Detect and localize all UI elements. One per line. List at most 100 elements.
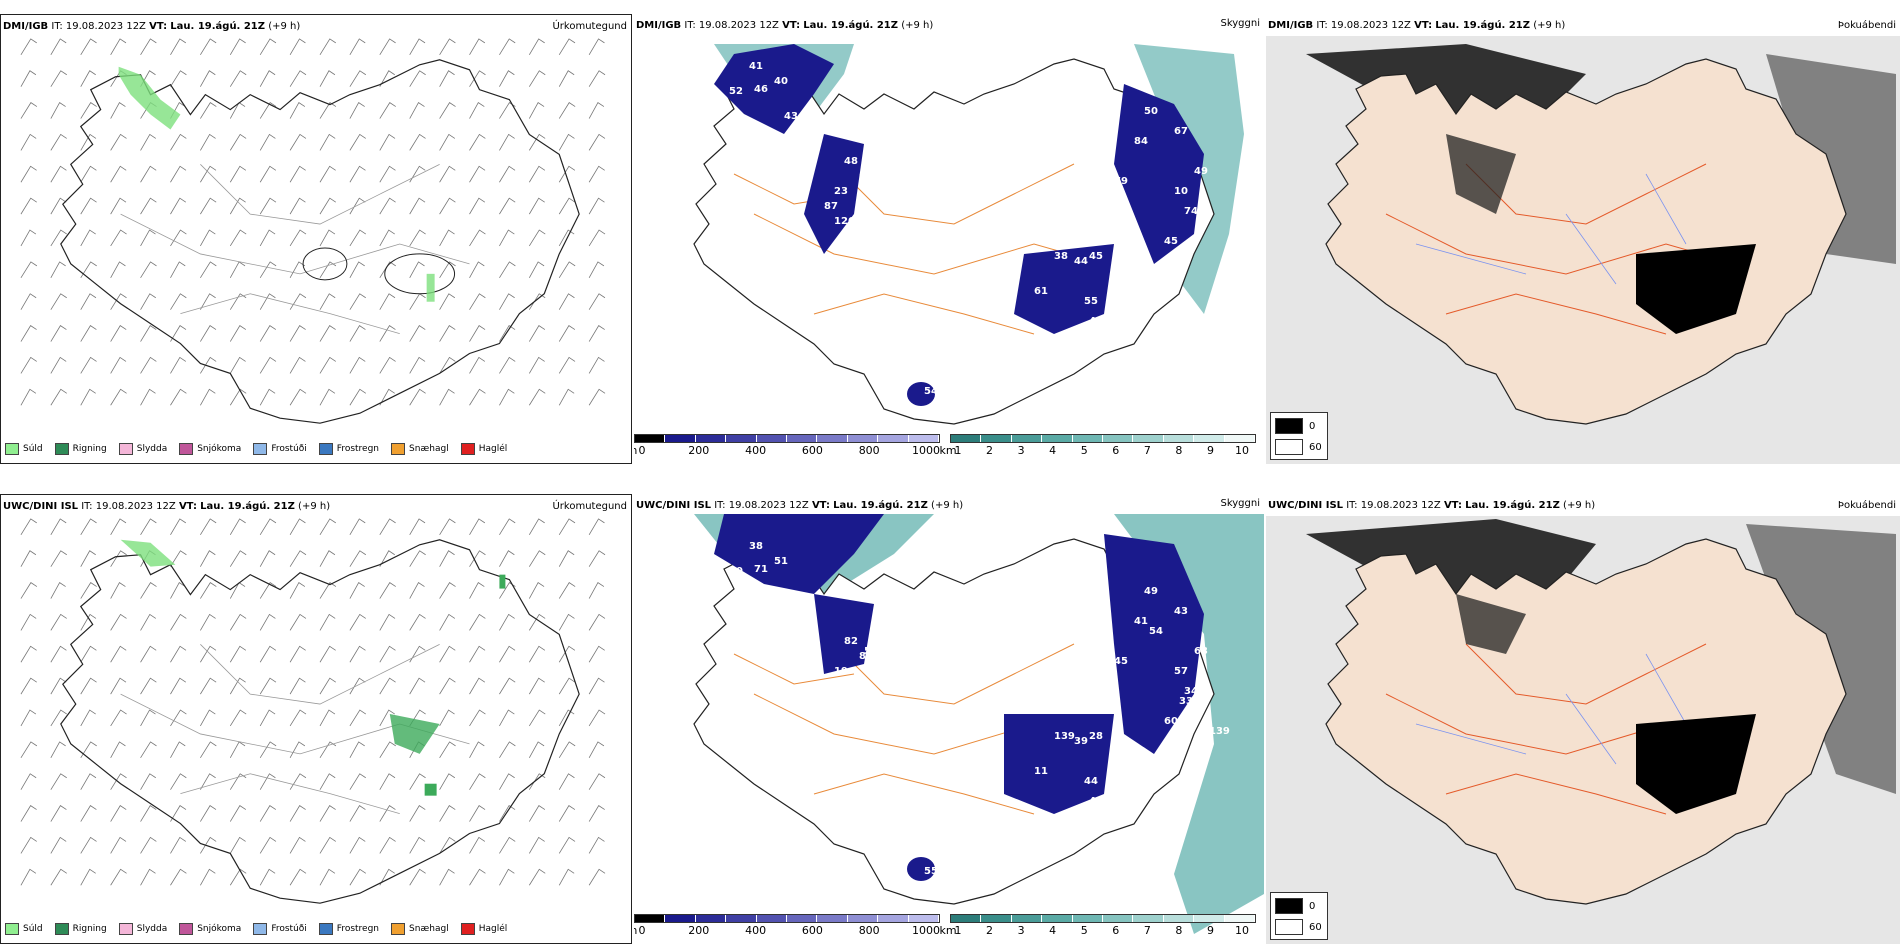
wind-barb xyxy=(409,165,426,183)
wind-barb xyxy=(319,836,337,854)
legend-swatch xyxy=(118,923,133,935)
scale-swatch xyxy=(878,915,909,922)
wind-barb xyxy=(528,102,545,119)
wind-barb xyxy=(439,356,456,374)
wind-barb xyxy=(170,229,187,247)
cloud-base-label: 43 xyxy=(1174,606,1188,617)
wind-barb xyxy=(558,229,575,247)
wind-barb xyxy=(439,550,455,567)
legend-label: Rigning xyxy=(72,444,107,454)
wind-barb xyxy=(289,582,306,599)
legend-label: Súld xyxy=(23,444,43,454)
wind-barb xyxy=(588,550,606,567)
wind-barb xyxy=(289,356,306,374)
wind-barb xyxy=(200,836,217,854)
wind-barb xyxy=(469,325,486,342)
cloud-visibility-map-row2: UWC/DINI ISL IT: 19.08.2023 12Z VT: Lau.… xyxy=(634,494,1264,944)
wind-barb xyxy=(528,325,546,342)
legend-label: Rigning xyxy=(72,924,107,934)
wind-barb xyxy=(50,645,67,663)
wind-barb xyxy=(379,836,396,854)
wind-barb xyxy=(499,102,516,119)
wind-barb xyxy=(499,741,516,759)
wind-barb xyxy=(319,773,336,790)
precip-legend-item: Frostregn xyxy=(318,443,379,455)
cloud-base-label: 72 xyxy=(934,871,948,882)
wind-barb xyxy=(140,645,157,663)
wind-barb xyxy=(140,133,157,151)
wind-barb xyxy=(229,645,247,663)
wind-barb xyxy=(349,550,367,567)
wind-barb xyxy=(80,582,97,599)
wind-barb xyxy=(110,645,127,663)
wind-barb xyxy=(259,38,277,56)
wind-barb xyxy=(110,165,127,183)
wind-barb xyxy=(319,165,336,183)
wind-barb xyxy=(170,356,187,374)
wind-barb xyxy=(80,868,96,886)
wind-barb xyxy=(80,325,97,342)
wind-barb xyxy=(259,645,277,663)
cloud-base-label: 84 xyxy=(1134,136,1148,147)
wind-barb xyxy=(50,102,66,119)
wind-barb xyxy=(319,518,337,536)
wind-barb xyxy=(409,773,426,790)
wind-barb xyxy=(259,133,276,151)
wind-barb xyxy=(439,836,456,854)
scale-tick: 9 xyxy=(1206,444,1214,457)
wind-barb xyxy=(80,165,97,183)
legend-swatch xyxy=(460,923,475,935)
legend-swatch xyxy=(318,443,333,455)
wind-barb xyxy=(409,293,426,310)
cloud-base-label: 33 xyxy=(1179,696,1193,707)
wind-barb xyxy=(379,645,396,663)
scale-tick: 200 xyxy=(688,924,710,937)
cloud-base-label: 62 xyxy=(859,171,873,182)
scale-swatch xyxy=(1072,435,1104,442)
wind-barb xyxy=(528,836,545,854)
wind-barb xyxy=(469,133,486,151)
scale-tick: 1000 xyxy=(912,924,940,937)
cloud-base-label: 40 xyxy=(774,76,788,87)
wind-barb xyxy=(528,133,546,151)
wind-barb xyxy=(170,677,187,695)
wind-barb xyxy=(528,773,546,790)
scale-swatch xyxy=(908,435,940,442)
wind-barb xyxy=(200,741,217,759)
wind-barb xyxy=(80,133,97,151)
wind-barb xyxy=(439,582,456,599)
precip-legend-item: Snæhagl xyxy=(391,923,449,935)
wind-barb xyxy=(439,677,456,695)
wind-barb xyxy=(289,133,307,151)
wind-barb xyxy=(558,550,575,567)
scale-tick: 6 xyxy=(1112,924,1120,937)
wind-barb xyxy=(289,165,306,183)
height-scale: 0 200 400 600 800 1000 m xyxy=(634,914,940,944)
wind-barb xyxy=(200,773,216,790)
cloud-base-label: 45 xyxy=(1174,736,1188,747)
scale-colorbar xyxy=(950,914,1256,923)
wind-barb xyxy=(499,38,516,56)
legend-swatch xyxy=(391,443,406,455)
scale-swatch xyxy=(951,435,982,442)
wind-barb xyxy=(319,356,337,374)
legend-swatch xyxy=(5,443,19,455)
wind-barb xyxy=(319,197,337,215)
wind-barb xyxy=(379,677,396,695)
wind-barb xyxy=(259,613,276,631)
wind-barb xyxy=(469,102,485,119)
wind-barb xyxy=(170,613,187,631)
wind-barb xyxy=(20,70,37,87)
wind-barb xyxy=(200,70,216,87)
wind-barb xyxy=(289,388,307,406)
wind-barb xyxy=(409,325,426,342)
wind-barb xyxy=(319,550,336,567)
wind-barb xyxy=(469,70,486,87)
wind-barb xyxy=(469,741,485,759)
wind-barb xyxy=(50,613,67,631)
scale-swatch xyxy=(1103,915,1134,922)
wind-barb xyxy=(140,229,156,247)
scale-tick: 1 xyxy=(954,924,962,937)
cloud-base-label: 139 xyxy=(1054,731,1075,742)
